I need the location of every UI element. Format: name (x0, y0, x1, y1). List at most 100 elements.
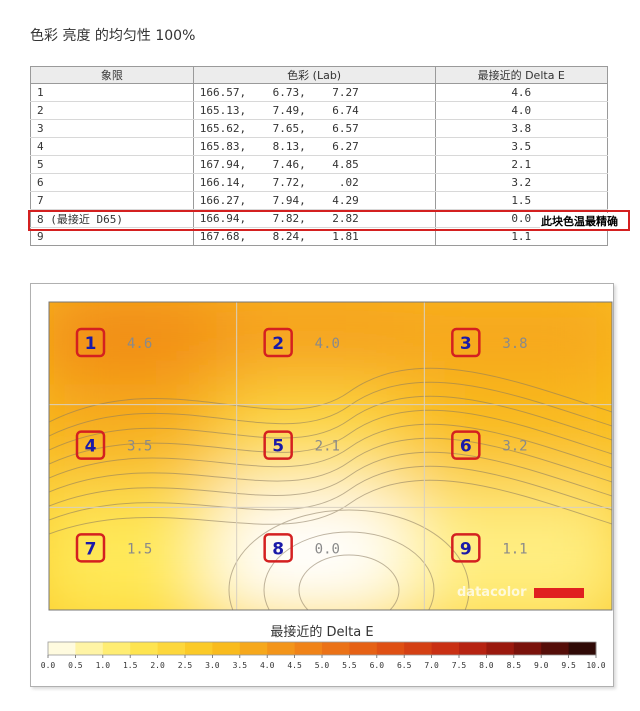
quadrant-number: 9 (460, 539, 472, 559)
colorbar-tick-label: 8.5 (507, 661, 522, 670)
header-delta-e: 最接近的 Delta E (434, 66, 608, 84)
contour-line (49, 423, 612, 479)
lab-cell: 166.14, 7.72, .02 (192, 173, 436, 192)
contour-line (49, 479, 612, 535)
contour-line (49, 437, 612, 493)
cell-value-label: 2.1 (315, 439, 340, 455)
colorbar-segment (541, 642, 570, 655)
colorbar-segment (294, 642, 323, 655)
table-row: 7 166.27, 7.94, 4.29 1.5 (30, 191, 608, 210)
lab-cell: 165.83, 8.13, 6.27 (192, 137, 436, 156)
quadrant-number: 8 (272, 539, 284, 559)
quadrant-number: 6 (460, 437, 472, 457)
contour-line (49, 465, 612, 521)
colorbar-tick-label: 1.5 (123, 661, 138, 670)
colorbar-segment (48, 642, 76, 655)
quadrant-label-box (263, 430, 293, 460)
delta-e-cell: 3.2 (434, 173, 608, 192)
cell-value-label: 3.8 (502, 336, 527, 352)
colorbar-tick-label: 5.0 (315, 661, 330, 670)
quadrant-number: 5 (272, 437, 284, 457)
colorbar-tick-label: 2.5 (178, 661, 193, 670)
lab-cell: 167.94, 7.46, 4.85 (192, 155, 436, 174)
quadrant-label-box (451, 533, 481, 563)
contour-line (49, 409, 612, 465)
colorbar-tick-label: 8.0 (479, 661, 494, 670)
quadrant-number: 3 (460, 334, 472, 354)
quadrant-cell: 7 (30, 191, 194, 210)
colorbar-tick-label: 0.5 (68, 661, 83, 670)
colorbar-segment (404, 642, 433, 655)
quadrant-label-box (451, 327, 481, 358)
quadrant-cell: 9 (30, 227, 194, 246)
delta-e-cell: 1.5 (434, 191, 608, 210)
colorbar-tick-label: 6.5 (397, 661, 412, 670)
colorbar-tick-label: 9.0 (534, 661, 549, 670)
table-row: 4 165.83, 8.13, 6.27 3.5 (30, 137, 608, 156)
colorbar-segment (239, 642, 268, 655)
delta-e-cell: 3.8 (434, 119, 608, 138)
page-title: 色彩 亮度 的均匀性 100% (30, 28, 196, 44)
delta-e-cell: 4.6 (434, 83, 608, 102)
colorbar-segment (212, 642, 241, 655)
lab-cell: 167.68, 8.24, 1.81 (192, 227, 436, 246)
colorbar-tick-label: 10.0 (586, 661, 605, 670)
table-row: 8 (最接近 D65) 166.94, 7.82, 2.82 0.0 (30, 209, 608, 228)
colorbar-segment (568, 642, 597, 655)
cell-value-label: 1.1 (502, 541, 527, 557)
table-row: 3 165.62, 7.65, 6.57 3.8 (30, 119, 608, 138)
colorbar-tick-label: 3.5 (233, 661, 248, 670)
heatmap-panel: 1 4.6 2 4.0 3 3.8 4 3.5 5 2.1 6 3.2 7 1.5 8 0.0 9 1.1 data… (30, 283, 614, 687)
quadrant-cell: 6 (30, 173, 194, 192)
colorbar-segment (486, 642, 515, 655)
delta-e-cell: 4.0 (434, 101, 608, 120)
contour-line (49, 395, 612, 451)
watermark-bar (534, 588, 584, 598)
colorbar-segment (376, 642, 405, 655)
colorbar-tick-label: 9.5 (561, 661, 576, 670)
lab-cell: 165.62, 7.65, 6.57 (192, 119, 436, 138)
colorbar-segment (322, 642, 350, 655)
colorbar-tick-label: 4.0 (260, 661, 275, 670)
colorbar-segment (185, 642, 213, 655)
quadrant-number: 7 (85, 539, 97, 559)
header-lab: 色彩 (Lab) (192, 66, 436, 84)
plot-border (48, 301, 613, 611)
colorbar-tick-label: 5.5 (342, 661, 357, 670)
quadrant-cell: 3 (30, 119, 194, 138)
lab-cell: 166.94, 7.82, 2.82 (192, 209, 436, 228)
table-row: 1 166.57, 6.73, 7.27 4.6 (30, 83, 608, 102)
quadrant-label-box (263, 533, 293, 563)
quadrant-label-box (451, 430, 481, 460)
contour-line (49, 381, 612, 437)
quadrant-cell: 8 (最接近 D65) (30, 209, 194, 228)
colorbar-tick-label: 1.0 (96, 661, 111, 670)
table-row: 5 167.94, 7.46, 4.85 2.1 (30, 155, 608, 174)
colorbar-tick-label: 0.0 (41, 661, 56, 670)
delta-e-cell: 2.1 (434, 155, 608, 174)
contour-line (49, 451, 612, 507)
colorbar-tick-label: 7.0 (424, 661, 439, 670)
contour-line (263, 531, 435, 610)
colorbar-segment (130, 642, 159, 655)
colorbar-segment (431, 642, 460, 655)
colorbar-tick-label: 7.5 (452, 661, 467, 670)
colorbar-segment (513, 642, 542, 655)
heatmap-cell (404, 487, 612, 610)
contour-line (49, 367, 612, 423)
contour-line (298, 554, 400, 610)
annotation-label: 此块色温最精确 (540, 213, 619, 229)
cell-value-label: 0.0 (315, 541, 340, 557)
cell-value-label: 1.5 (127, 541, 152, 557)
colorbar-segment (459, 642, 487, 655)
quadrant-cell: 1 (30, 83, 194, 102)
quadrant-label-box (75, 430, 106, 460)
delta-e-cell: 3.5 (434, 137, 608, 156)
colorbar-tick-label: 2.0 (150, 661, 165, 670)
quadrant-label-box (75, 327, 106, 358)
quadrant-cell: 2 (30, 101, 194, 120)
colorbar-segment (349, 642, 378, 655)
quadrant-number: 1 (85, 334, 97, 354)
colorbar-tick-label: 4.5 (287, 661, 302, 670)
header-quadrant: 象限 (30, 66, 194, 84)
